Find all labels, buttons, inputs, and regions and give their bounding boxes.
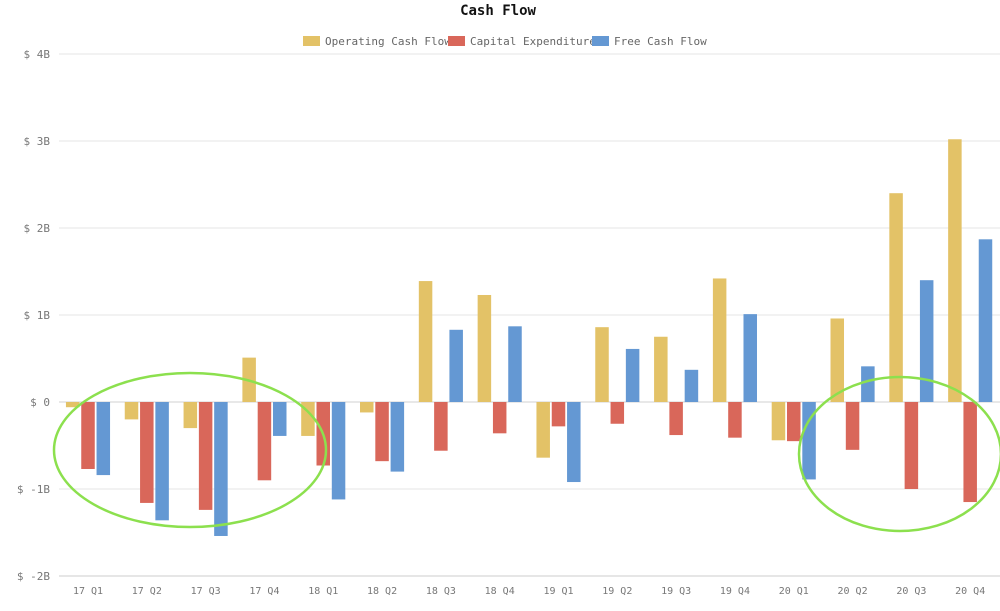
legend-swatch-operating-cash-flow [303,36,320,46]
x-tick-label: 19 Q4 [720,586,750,597]
bar-operating-cash-flow-17-q2 [124,402,139,420]
bar-capital-expenditures-18-q3 [434,402,448,451]
x-tick-label: 20 Q2 [838,586,868,597]
x-tick-label: 20 Q1 [779,586,809,597]
bar-operating-cash-flow-18-q2 [360,402,374,413]
x-tick-label: 17 Q4 [249,586,279,597]
highlight-ellipse [797,375,1000,533]
x-tick-label: 17 Q3 [191,586,221,597]
bar-operating-cash-flow-17-q1 [65,402,80,408]
legend-label-operating-cash-flow: Operating Cash Flow [325,35,451,48]
chart-title: Cash Flow [460,3,536,19]
y-tick-label: $ 3B [24,135,51,148]
x-tick-label: 18 Q1 [308,586,338,597]
bar-capital-expenditures-17-q4 [257,402,272,481]
bar-operating-cash-flow-20-q3 [889,193,903,402]
bar-capital-expenditures-18-q4 [492,402,507,434]
legend-label-capital-expenditures: Capital Expenditures [470,35,602,48]
bar-capital-expenditures-17-q3 [198,402,213,510]
y-tick-label: $ 4B [24,48,51,61]
bar-free-cash-flow-17-q2 [155,402,169,521]
annotations [52,371,1000,533]
bar-operating-cash-flow-19-q1 [536,402,550,458]
x-tick-label: 20 Q4 [955,586,985,597]
y-tick-label: $ -1B [17,483,50,496]
bar-free-cash-flow-19-q4 [743,314,757,402]
y-tick-label: $ 2B [24,222,51,235]
bar-free-cash-flow-20-q2 [861,366,875,402]
bar-capital-expenditures-19-q3 [669,402,683,436]
x-tick-label: 19 Q3 [661,586,691,597]
bar-free-cash-flow-19-q1 [567,402,581,483]
x-axis: 17 Q1 17 Q2 17 Q3 17 Q4 18 Q1 18 Q2 18 Q3 18 Q4… [73,586,985,597]
x-tick-label: 18 Q2 [367,586,397,597]
x-tick-label: 19 Q2 [602,586,632,597]
bar-capital-expenditures-19-q4 [728,402,742,438]
legend-swatch-capital-expenditures [448,36,465,46]
bar-free-cash-flow-18-q1 [331,402,346,500]
bar-operating-cash-flow-19-q4 [712,278,727,402]
bars [65,139,993,536]
bar-free-cash-flow-17-q3 [214,402,228,536]
bar-free-cash-flow-20-q1 [802,402,816,480]
x-tick-label: 17 Q1 [73,586,103,597]
bar-free-cash-flow-18-q4 [508,326,522,402]
bar-operating-cash-flow-20-q2 [830,318,845,402]
highlight-ellipse [52,371,328,529]
bar-operating-cash-flow-20-q1 [771,402,786,441]
legend-swatch-free-cash-flow [592,36,609,46]
bar-free-cash-flow-18-q3 [449,329,463,402]
y-axis: $ 4B $ 3B $ 2B $ 1B $ 0 $ -1B $ -2B [17,48,50,583]
bar-operating-cash-flow-17-q3 [183,402,198,429]
bar-operating-cash-flow-19-q2 [595,327,609,402]
bar-capital-expenditures-20-q4 [963,402,977,503]
x-tick-label: 18 Q3 [426,586,456,597]
bar-free-cash-flow-19-q3 [684,369,699,402]
bar-capital-expenditures-20-q1 [787,402,801,442]
y-tick-label: $ 1B [24,309,51,322]
bar-capital-expenditures-18-q2 [375,402,389,462]
bar-capital-expenditures-20-q3 [904,402,919,489]
y-tick-label: $ -2B [17,570,50,583]
bar-free-cash-flow-18-q2 [390,402,405,472]
bar-operating-cash-flow-18-q3 [418,281,433,402]
y-tick-label: $ 0 [30,396,50,409]
bar-free-cash-flow-20-q3 [919,280,934,402]
x-tick-label: 19 Q1 [543,586,573,597]
bar-operating-cash-flow-18-q4 [477,294,492,402]
x-tick-label: 18 Q4 [485,586,515,597]
x-tick-label: 17 Q2 [132,586,162,597]
bar-free-cash-flow-20-q4 [978,239,993,402]
x-tick-label: 20 Q3 [896,586,926,597]
bar-free-cash-flow-19-q2 [625,348,640,402]
bar-capital-expenditures-17-q1 [81,402,95,469]
bar-capital-expenditures-17-q2 [140,402,154,503]
bar-free-cash-flow-17-q4 [272,402,287,436]
bar-free-cash-flow-17-q1 [96,402,111,476]
bar-capital-expenditures-19-q2 [610,402,625,424]
bar-operating-cash-flow-18-q1 [301,402,315,436]
bar-capital-expenditures-20-q2 [845,402,860,450]
legend-label-free-cash-flow: Free Cash Flow [614,35,707,48]
legend: Operating Cash Flow Capital Expenditures F… [303,35,707,48]
bar-operating-cash-flow-19-q3 [654,336,668,402]
bar-capital-expenditures-19-q1 [551,402,566,427]
bar-operating-cash-flow-20-q4 [948,139,962,402]
